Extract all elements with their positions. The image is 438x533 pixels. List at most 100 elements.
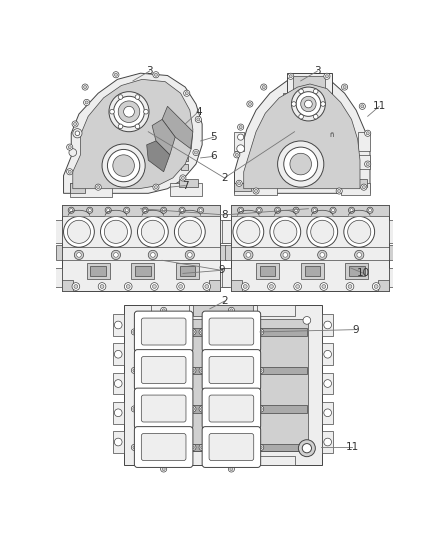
Circle shape <box>109 92 149 132</box>
Circle shape <box>247 101 253 107</box>
Polygon shape <box>73 79 193 189</box>
Polygon shape <box>349 211 370 216</box>
Circle shape <box>191 330 194 334</box>
Circle shape <box>67 144 73 150</box>
Bar <box>293 76 325 92</box>
Circle shape <box>114 350 122 358</box>
Circle shape <box>201 369 204 372</box>
Circle shape <box>107 209 110 212</box>
Circle shape <box>359 103 365 109</box>
Circle shape <box>162 391 165 393</box>
Bar <box>113 314 124 336</box>
Circle shape <box>303 446 311 454</box>
Bar <box>234 183 251 191</box>
Circle shape <box>187 253 192 257</box>
Text: 7: 7 <box>182 181 188 191</box>
Bar <box>87 263 110 279</box>
Circle shape <box>283 253 288 257</box>
Circle shape <box>68 170 71 173</box>
Circle shape <box>276 209 279 212</box>
Bar <box>358 132 370 151</box>
Circle shape <box>293 207 299 213</box>
Circle shape <box>230 386 233 389</box>
Bar <box>180 155 188 161</box>
Circle shape <box>193 149 199 156</box>
Circle shape <box>151 282 158 290</box>
Circle shape <box>258 406 264 412</box>
Circle shape <box>299 89 304 94</box>
Bar <box>220 220 229 244</box>
Polygon shape <box>231 205 389 216</box>
Circle shape <box>259 330 262 334</box>
Circle shape <box>274 220 297 244</box>
Circle shape <box>361 184 367 190</box>
Bar <box>260 266 276 276</box>
Circle shape <box>237 134 244 140</box>
Circle shape <box>162 348 165 350</box>
Circle shape <box>230 309 233 312</box>
FancyBboxPatch shape <box>134 388 193 429</box>
Circle shape <box>228 466 234 472</box>
Circle shape <box>228 350 234 357</box>
Bar <box>113 431 124 453</box>
Circle shape <box>162 429 165 432</box>
Circle shape <box>366 163 369 166</box>
Circle shape <box>259 407 262 410</box>
Circle shape <box>162 386 165 389</box>
Circle shape <box>74 251 84 260</box>
Circle shape <box>324 379 332 387</box>
Bar <box>180 164 188 170</box>
Circle shape <box>87 207 93 213</box>
Circle shape <box>307 216 338 247</box>
Circle shape <box>346 282 354 290</box>
Circle shape <box>114 73 117 76</box>
FancyBboxPatch shape <box>209 318 254 345</box>
Polygon shape <box>311 211 333 216</box>
Circle shape <box>125 209 128 212</box>
Circle shape <box>342 84 348 90</box>
Circle shape <box>191 446 194 449</box>
Circle shape <box>259 369 262 372</box>
Circle shape <box>100 285 104 288</box>
Bar <box>131 263 155 279</box>
FancyBboxPatch shape <box>202 311 261 352</box>
Circle shape <box>191 369 194 372</box>
Circle shape <box>320 253 325 257</box>
Circle shape <box>191 407 194 410</box>
Circle shape <box>72 282 80 290</box>
Bar <box>283 93 292 99</box>
Circle shape <box>344 216 374 247</box>
Circle shape <box>201 330 204 334</box>
Circle shape <box>254 189 258 192</box>
Circle shape <box>258 329 264 335</box>
Polygon shape <box>62 205 220 216</box>
Circle shape <box>113 96 145 127</box>
Circle shape <box>64 216 94 247</box>
Circle shape <box>269 285 273 288</box>
Circle shape <box>311 207 318 213</box>
Circle shape <box>228 308 234 313</box>
FancyBboxPatch shape <box>202 350 261 391</box>
Circle shape <box>299 115 304 119</box>
Polygon shape <box>152 119 175 155</box>
Circle shape <box>118 124 123 128</box>
Bar <box>139 367 307 374</box>
Bar <box>220 245 226 260</box>
Polygon shape <box>64 73 202 193</box>
Circle shape <box>190 445 196 450</box>
Circle shape <box>180 209 184 212</box>
Circle shape <box>301 96 316 112</box>
Bar <box>350 180 367 187</box>
FancyBboxPatch shape <box>134 350 193 391</box>
Bar <box>256 263 279 279</box>
Circle shape <box>198 207 204 213</box>
Polygon shape <box>147 141 170 172</box>
Circle shape <box>185 251 194 260</box>
Circle shape <box>314 89 318 94</box>
Circle shape <box>162 209 165 212</box>
Circle shape <box>230 352 233 355</box>
Circle shape <box>199 406 205 412</box>
FancyBboxPatch shape <box>209 395 254 422</box>
Circle shape <box>230 429 233 432</box>
FancyBboxPatch shape <box>141 395 186 422</box>
